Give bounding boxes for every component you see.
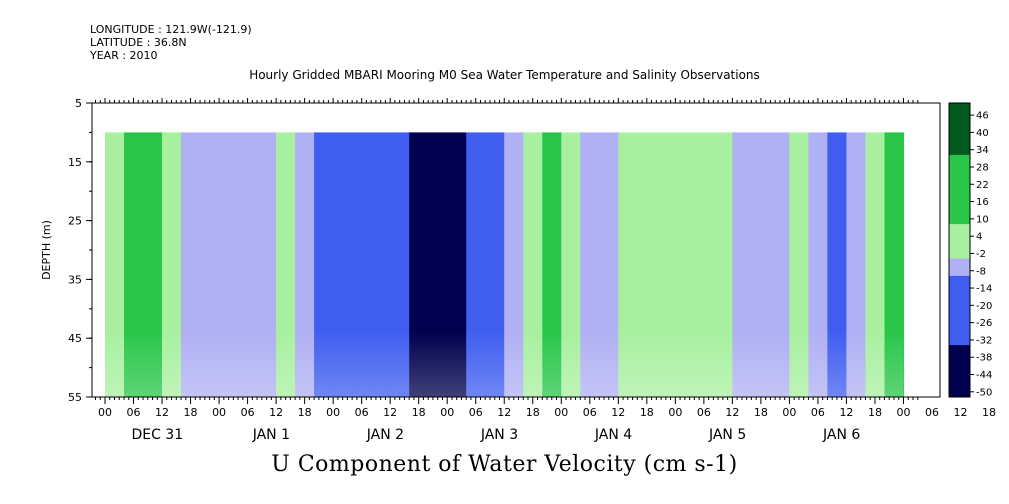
x-tick-label: 06 xyxy=(697,406,711,419)
colorbar-label: -50 xyxy=(976,387,992,398)
colorbar-label: -20 xyxy=(976,301,992,312)
colorbar-bin xyxy=(949,172,970,190)
colorbar-bin xyxy=(949,206,970,225)
x-tick-label: 00 xyxy=(554,406,568,419)
x-tick-label: 18 xyxy=(982,406,996,419)
x-tick-label: 12 xyxy=(611,406,625,419)
colorbar-bin xyxy=(949,379,970,398)
x-day-label: JAN 4 xyxy=(594,427,632,443)
colorbar-bin xyxy=(949,310,970,329)
colorbar-label: 28 xyxy=(976,162,989,173)
y-tick-label: 25 xyxy=(68,215,82,228)
colorbar-bin xyxy=(949,258,970,277)
x-tick-label: 12 xyxy=(725,406,739,419)
colorbar-label: -38 xyxy=(976,353,992,364)
x-tick-label: 12 xyxy=(383,406,397,419)
y-tick-label: 55 xyxy=(68,391,82,404)
x-tick-label: 12 xyxy=(155,406,169,419)
colorbar-label: -32 xyxy=(976,335,992,346)
colorbar: 46 40 34 28 22 16 10 4 -2 -8 -14 -20 -26 -32 -38 -44 -50 xyxy=(948,102,992,398)
colorbar-bin xyxy=(949,189,970,208)
colorbar-bin xyxy=(949,275,970,294)
x-tick-label: 00 xyxy=(896,406,910,419)
colorbar-label: 10 xyxy=(976,214,989,225)
x-tick-label: 06 xyxy=(127,406,141,419)
x-tick-label: 06 xyxy=(583,406,597,419)
colorbar-label: -26 xyxy=(976,318,992,329)
x-day-label: JAN 6 xyxy=(822,427,860,443)
year-label: YEAR : 2010 xyxy=(90,49,158,62)
depth-shading xyxy=(105,132,904,397)
x-tick-label: 00 xyxy=(98,406,112,419)
x-tick-label: 12 xyxy=(954,406,968,419)
colorbar-bin xyxy=(949,224,970,242)
x-tick-label: 18 xyxy=(754,406,768,419)
y-tick-label: 15 xyxy=(68,156,82,169)
colorbar-label: -44 xyxy=(976,370,992,381)
x-tick-label: 12 xyxy=(269,406,283,419)
axes: 5 15 25 35 45 55 DEPTH (m) 00 06 12 18 00 06 12 18 00 06… xyxy=(40,97,996,443)
colorbar-bin xyxy=(949,120,970,138)
y-axis-label: DEPTH (m) xyxy=(40,220,53,280)
colorbar-label: 46 xyxy=(976,111,989,122)
longitude-label: LONGITUDE : 121.9W(-121.9) xyxy=(90,23,252,36)
x-tick-label: 18 xyxy=(526,406,540,419)
x-tick-label: 18 xyxy=(412,406,426,419)
x-tick-label: 00 xyxy=(326,406,340,419)
y-tick-label: 35 xyxy=(68,273,82,286)
colorbar-bin xyxy=(949,103,970,121)
x-day-label: JAN 3 xyxy=(480,427,518,443)
x-day-label: DEC 31 xyxy=(131,427,183,443)
x-day-label: JAN 1 xyxy=(252,427,290,443)
colorbar-label: 40 xyxy=(976,128,989,139)
x-tick-label: 00 xyxy=(668,406,682,419)
colorbar-label: 16 xyxy=(976,197,989,208)
x-day-label: JAN 5 xyxy=(708,427,746,443)
x-tick-label: 00 xyxy=(782,406,796,419)
x-tick-label: 06 xyxy=(241,406,255,419)
x-tick-label: 06 xyxy=(925,406,939,419)
colorbar-label: -14 xyxy=(976,284,992,295)
x-tick-label: 18 xyxy=(868,406,882,419)
x-tick-label: 06 xyxy=(355,406,369,419)
colorbar-bin xyxy=(949,345,970,363)
colorbar-bin xyxy=(949,293,970,311)
colorbar-bin xyxy=(949,362,970,381)
colorbar-bin xyxy=(949,327,970,346)
x-tick-label: 06 xyxy=(811,406,825,419)
x-tick-label: 18 xyxy=(640,406,654,419)
y-tick-label: 45 xyxy=(68,332,82,345)
colorbar-label: 22 xyxy=(976,180,989,191)
x-tick-label: 00 xyxy=(440,406,454,419)
chart-subtitle: U Component of Water Velocity (cm s-1) xyxy=(271,452,738,477)
x-tick-label: 18 xyxy=(298,406,312,419)
colorbar-label: -2 xyxy=(976,249,986,260)
colorbar-label: -8 xyxy=(976,266,986,277)
x-day-label: JAN 2 xyxy=(366,427,404,443)
colorbar-label: 4 xyxy=(976,232,982,243)
colorbar-bin xyxy=(949,154,970,173)
y-tick-label: 5 xyxy=(75,97,82,110)
x-tick-label: 12 xyxy=(839,406,853,419)
colorbar-frame xyxy=(948,102,971,398)
x-tick-label: 06 xyxy=(469,406,483,419)
colorbar-label: 34 xyxy=(976,145,989,156)
plot-area xyxy=(105,132,905,397)
chart-title: Hourly Gridded MBARI Mooring M0 Sea Wate… xyxy=(249,68,760,82)
latitude-label: LATITUDE : 36.8N xyxy=(90,36,187,49)
colorbar-bin xyxy=(949,137,970,156)
x-tick-label: 00 xyxy=(212,406,226,419)
x-tick-label: 12 xyxy=(497,406,511,419)
x-tick-label: 18 xyxy=(184,406,198,419)
colorbar-bin xyxy=(949,241,970,260)
